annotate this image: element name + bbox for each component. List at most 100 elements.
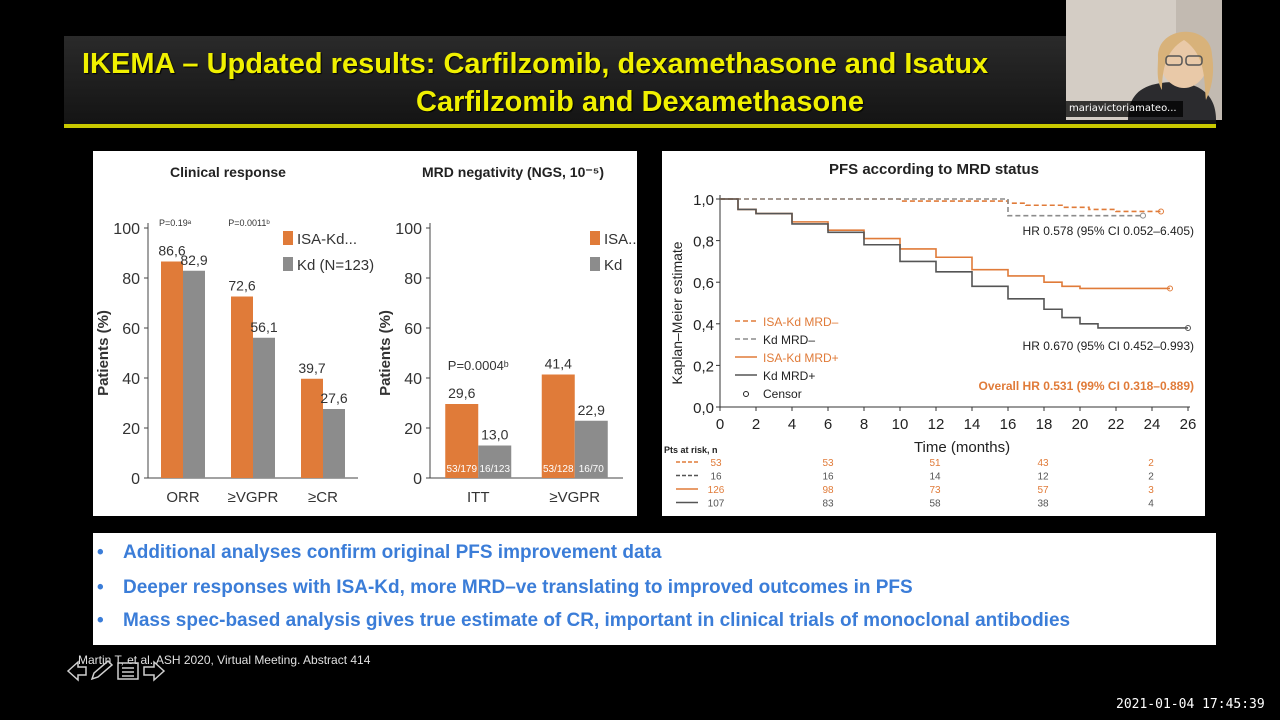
y-tick-label: 100 <box>113 221 140 238</box>
bar-value-label: 72,6 <box>228 278 255 294</box>
participant-video[interactable] <box>1066 0 1222 120</box>
y-axis-label: Kaplan–Meier estimate <box>669 241 685 384</box>
bar-kd <box>323 409 345 478</box>
bar-chart-1: MRD negativity (NGS, 10⁻⁵) 0 20 40 60 80 100 Pa… <box>377 164 641 506</box>
bullet-text: Additional analyses confirm original PFS… <box>123 542 662 563</box>
bar-inner-label: 16/123 <box>479 464 510 475</box>
km-curve-2 <box>720 198 1170 290</box>
bullet-marker: • <box>97 542 104 563</box>
citation: Martin T, et al. ASH 2020, Virtual Meeti… <box>78 653 371 667</box>
arrow-left-icon[interactable] <box>66 660 87 682</box>
y-tick-label: 100 <box>395 221 422 238</box>
participant-silhouette <box>1066 0 1222 120</box>
menu-icon[interactable] <box>117 662 139 680</box>
bar-value-label: 13,0 <box>481 427 508 443</box>
risk-table-cell: 83 <box>822 499 834 510</box>
participant-name: mariavictoriamateo... <box>1066 101 1183 117</box>
x-tick-label: 20 <box>1072 416 1089 433</box>
bar-value-label: 86,6 <box>158 243 185 259</box>
censor-mark <box>1140 212 1146 219</box>
y-tick-label: 20 <box>404 421 422 438</box>
km-curve-0 <box>720 198 1161 213</box>
x-tick-label: 18 <box>1036 416 1053 433</box>
bar-kd <box>478 445 512 478</box>
risk-table-cell: 38 <box>1037 499 1049 510</box>
x-tick-label: 14 <box>964 416 981 433</box>
y-tick-label: 80 <box>122 271 140 288</box>
slide-title-bar: IKEMA – Updated results: Carfilzomib, de… <box>64 36 1216 128</box>
y-tick-label: 0,4 <box>693 317 714 334</box>
risk-table-cell: 58 <box>929 499 941 510</box>
risk-table-cell: 2 <box>1148 458 1154 469</box>
bar-inner-label: 53/128 <box>543 464 574 475</box>
legend-swatch <box>283 257 293 271</box>
bar-charts-svg: Clinical response 0 20 40 60 80 100 Patients (%… <box>95 164 641 506</box>
bar-chart-0: Clinical response 0 20 40 60 80 100 Patients (%… <box>95 164 374 506</box>
y-tick-label: 40 <box>404 371 422 388</box>
y-tick-label: 0,8 <box>693 234 714 251</box>
x-tick-label: 22 <box>1108 416 1125 433</box>
bullet-text: Mass spec-based analysis gives true esti… <box>123 610 1071 631</box>
x-tick-label: 26 <box>1180 416 1197 433</box>
timestamp: 2021-01-04 17:45:39 <box>1116 697 1265 712</box>
x-category-label: ≥VGPR <box>549 489 600 506</box>
bar-kd <box>183 270 205 478</box>
legend-label: ISA... <box>604 231 637 248</box>
x-tick-label: 2 <box>752 416 760 433</box>
bullet-marker: • <box>97 577 104 598</box>
y-tick-label: 0,0 <box>693 400 714 417</box>
risk-table-label: Pts at risk, n <box>664 445 718 455</box>
risk-table-cell: 12 <box>1037 472 1049 483</box>
bar-value-label: 27,6 <box>320 390 347 406</box>
bar-isa <box>231 296 253 478</box>
legend-label: ISA-Kd... <box>297 231 357 248</box>
bar-isa <box>301 378 323 478</box>
risk-table-cell: 53 <box>710 458 722 469</box>
pfs-chart-panel: PFS according to MRD status 0,0 0,2 0,4 0,6 0… <box>662 151 1205 516</box>
legend-label: Censor <box>763 387 802 401</box>
y-tick-label: 60 <box>404 321 422 338</box>
legend-label: Kd (N=123) <box>297 257 374 274</box>
y-tick-label: 0 <box>413 471 422 488</box>
bar-inner-label: 53/179 <box>446 464 477 475</box>
bar-isa <box>161 261 183 478</box>
x-category-label: ORR <box>166 489 200 506</box>
bar-value-label: 22,9 <box>578 402 605 418</box>
risk-table-cell: 14 <box>929 472 941 483</box>
bar-inner-label: 16/70 <box>579 464 604 475</box>
censor-mark <box>1167 285 1173 292</box>
risk-table-cell: 16 <box>822 472 834 483</box>
arrow-right-icon[interactable] <box>143 660 166 682</box>
x-category-label: ≥CR <box>308 489 338 506</box>
x-tick-label: 0 <box>716 416 724 433</box>
bar-isa <box>445 404 479 478</box>
risk-table-cell: 107 <box>708 499 725 510</box>
pen-icon[interactable] <box>90 659 114 681</box>
x-category-label: ITT <box>467 489 490 506</box>
slide-title-line-2: Carfilzomib and Dexamethasone <box>416 86 864 118</box>
x-axis-label: Time (months) <box>914 439 1010 456</box>
bar-value-label: 41,4 <box>545 356 572 372</box>
legend-label: Kd MRD– <box>763 333 815 347</box>
legend-swatch <box>590 231 600 245</box>
x-tick-label: 6 <box>824 416 832 433</box>
slide-title-line-1: IKEMA – Updated results: Carfilzomib, de… <box>82 48 989 80</box>
risk-table-cell: 2 <box>1148 472 1154 483</box>
chart-title: Clinical response <box>170 164 286 180</box>
risk-table-cell: 73 <box>929 485 941 496</box>
y-tick-label: 40 <box>122 371 140 388</box>
x-tick-label: 12 <box>928 416 945 433</box>
bar-kd <box>253 337 275 478</box>
x-tick-label: 8 <box>860 416 868 433</box>
risk-table-cell: 4 <box>1148 499 1154 510</box>
bar-value-label: 39,7 <box>298 360 325 376</box>
bar-kd <box>574 420 608 478</box>
legend-swatch <box>283 231 293 245</box>
p-value-label: P=0.0011ᵇ <box>228 218 270 228</box>
hr-annotation: HR 0.670 (95% CI 0.452–0.993) <box>1023 339 1194 353</box>
risk-table-cell: 57 <box>1037 485 1049 496</box>
x-tick-label: 10 <box>892 416 909 433</box>
legend-swatch <box>590 257 600 271</box>
pfs-chart-svg: PFS according to MRD status 0,0 0,2 0,4 0,6 0… <box>664 161 1197 510</box>
y-axis-label: Patients (%) <box>377 310 394 396</box>
